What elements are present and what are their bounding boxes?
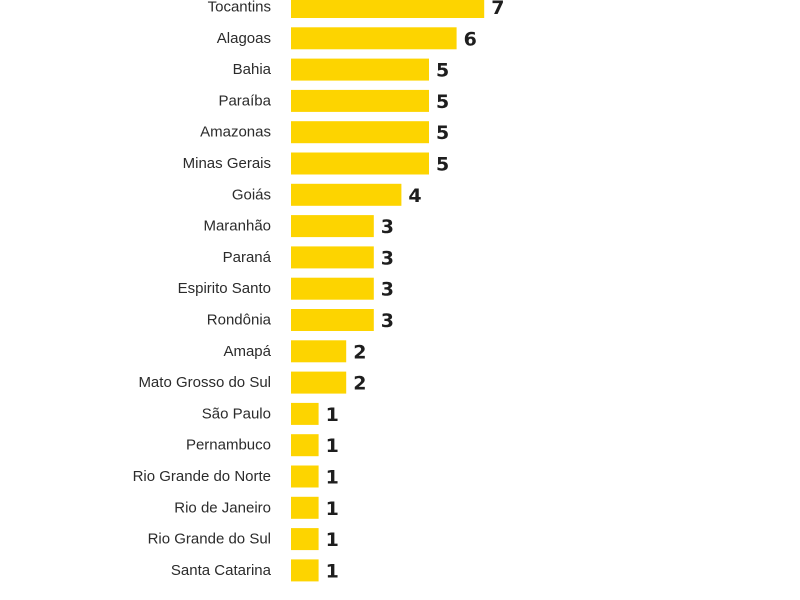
bar-row: Amazonas 5: [200, 121, 449, 144]
bar-row: Pernambuco 1: [186, 434, 339, 457]
category-label: Rio Grande do Sul: [148, 531, 271, 548]
value-label: 1: [326, 498, 339, 520]
bar-row: Rio Grande do Sul 1: [148, 528, 339, 551]
category-label: Bahia: [233, 61, 272, 78]
category-label: Rio de Janeiro: [174, 499, 271, 516]
value-label: 2: [353, 373, 366, 395]
value-label: 1: [326, 560, 339, 582]
value-label: 4: [408, 185, 421, 207]
bar: [291, 277, 374, 300]
bar-row: Paraná 3: [223, 246, 394, 269]
bar: [291, 89, 429, 112]
bar: [291, 465, 319, 488]
bar-row: Bahia 5: [233, 58, 449, 82]
bar: [291, 309, 374, 331]
bar-row: Amapá 2: [223, 340, 366, 363]
bar-row: Rio de Janeiro 1: [174, 496, 339, 520]
category-label: Minas Gerais: [183, 155, 271, 172]
bar: [291, 215, 374, 238]
value-label: 7: [491, 0, 504, 19]
category-label: Rondônia: [207, 312, 272, 329]
bar: [291, 340, 347, 363]
value-label: 1: [326, 404, 339, 426]
bar: [291, 434, 319, 457]
bar: [291, 58, 429, 81]
bar: [291, 152, 429, 175]
value-label: 1: [326, 467, 339, 489]
bar-row: Espirito Santo 3: [178, 277, 394, 301]
category-label: Maranhão: [203, 218, 271, 235]
category-label: Amapá: [223, 343, 271, 360]
bar-row: Paraíba 5: [218, 89, 449, 113]
value-label: 2: [353, 341, 366, 363]
value-label: 3: [381, 310, 394, 332]
bar: [291, 559, 319, 582]
bar: [291, 371, 347, 394]
value-label: 5: [436, 154, 449, 176]
bar-row: Tocantins 7: [208, 0, 504, 19]
category-label: Tocantins: [208, 0, 271, 16]
bar: [291, 27, 457, 50]
value-label: 5: [436, 60, 449, 82]
value-label: 3: [381, 216, 394, 238]
value-label: 3: [381, 279, 394, 301]
value-label: 6: [464, 28, 477, 50]
bar-row: Minas Gerais 5: [183, 152, 449, 176]
bar-row: São Paulo 1: [202, 402, 339, 426]
value-label: 1: [326, 435, 339, 457]
category-label: Rio Grande do Norte: [133, 468, 271, 485]
bar: [291, 121, 429, 144]
bar-row: Goiás 4: [232, 183, 422, 207]
category-label: Pernambuco: [186, 437, 271, 454]
bar: [291, 528, 319, 551]
category-label: Alagoas: [217, 30, 271, 47]
bar: [291, 183, 402, 206]
bar-row: Alagoas 6: [217, 27, 477, 50]
category-label: Paraná: [223, 249, 272, 266]
value-label: 5: [436, 122, 449, 144]
bar-row: Mato Grosso do Sul 2: [138, 371, 366, 395]
category-label: Goiás: [232, 186, 271, 203]
bar: [291, 402, 319, 425]
value-label: 3: [381, 247, 394, 269]
bar: [291, 0, 485, 18]
category-label: Espirito Santo: [178, 280, 271, 297]
value-label: 5: [436, 91, 449, 113]
category-label: Paraíba: [218, 92, 271, 109]
category-label: Mato Grosso do Sul: [138, 374, 271, 391]
category-label: Amazonas: [200, 124, 271, 141]
category-label: São Paulo: [202, 405, 271, 422]
value-label: 1: [326, 529, 339, 551]
bar: [291, 496, 319, 519]
bar-row: Rondônia 3: [207, 309, 394, 332]
bar-row: Rio Grande do Norte 1: [133, 465, 339, 489]
bar: [291, 246, 374, 269]
bar-row: Maranhão 3: [203, 215, 394, 238]
bar-row: Santa Catarina 1: [171, 559, 339, 582]
category-label: Santa Catarina: [171, 562, 272, 579]
